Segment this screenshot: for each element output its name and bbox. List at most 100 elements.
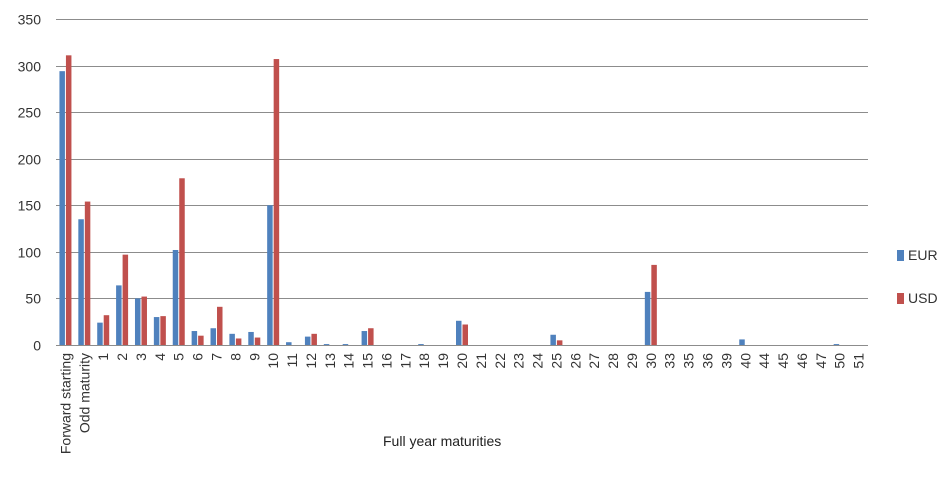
x-tick-label: 25 xyxy=(548,353,564,369)
bar-usd xyxy=(122,254,129,345)
x-tick-label: 23 xyxy=(511,353,527,369)
y-tick-label: 0 xyxy=(33,338,41,354)
bar-eur xyxy=(323,344,330,345)
x-tick-label: 21 xyxy=(473,353,489,369)
x-tick-label: 2 xyxy=(114,353,130,361)
y-tick-label: 300 xyxy=(18,59,42,75)
bars xyxy=(59,55,840,346)
bar-eur xyxy=(833,344,840,345)
bar-eur xyxy=(304,336,311,345)
bar-eur xyxy=(97,322,103,345)
y-tick-label: 200 xyxy=(18,152,42,168)
bar-eur xyxy=(418,344,424,345)
x-tick-label: 7 xyxy=(209,353,225,361)
bar-eur xyxy=(267,205,273,345)
y-tick-label: 100 xyxy=(18,245,42,261)
legend-item-eur: EUR xyxy=(897,246,944,264)
x-tick-label: 27 xyxy=(586,353,602,369)
x-tick-label: 17 xyxy=(397,353,413,369)
x-tick-label: Forward starting xyxy=(57,353,73,454)
x-tick-label: 22 xyxy=(492,353,508,369)
bar-eur xyxy=(739,339,745,345)
x-tick-label: Odd maturity xyxy=(76,353,92,433)
bar-usd xyxy=(217,306,223,345)
bar-eur xyxy=(342,344,349,345)
x-tick-label: 3 xyxy=(133,353,149,361)
bar-usd xyxy=(556,340,563,345)
bar-eur xyxy=(361,331,368,345)
x-tick-label: 10 xyxy=(265,353,281,369)
legend-swatch-usd xyxy=(897,292,904,304)
x-tick-label: 5 xyxy=(171,353,187,361)
x-tick-label: 30 xyxy=(643,353,659,369)
bar-eur xyxy=(550,334,556,345)
x-tick-label: 16 xyxy=(378,353,394,369)
x-tick-label: 28 xyxy=(605,353,621,369)
x-tick-label: 39 xyxy=(718,353,734,369)
y-tick-label: 350 xyxy=(18,12,42,28)
legend-label-eur: EUR xyxy=(908,247,938,263)
x-tick-label: 46 xyxy=(794,353,810,369)
x-tick-label: 24 xyxy=(530,353,546,369)
bar-usd xyxy=(273,59,280,346)
x-tick-label: 26 xyxy=(567,353,583,369)
x-tick-label: 50 xyxy=(832,353,848,369)
legend-item-usd: USD xyxy=(897,289,944,307)
y-axis-ticks: 0 50 100 150 200 250 300 350 xyxy=(18,12,42,354)
bar-eur xyxy=(172,249,179,345)
x-tick-label: 9 xyxy=(246,353,262,361)
x-tick-label: 1 xyxy=(95,353,111,361)
bar-eur xyxy=(78,219,84,345)
x-tick-label: 29 xyxy=(624,353,640,369)
y-tick-label: 150 xyxy=(18,198,42,214)
bar-eur xyxy=(191,331,198,345)
bar-usd xyxy=(462,324,468,345)
bar-usd xyxy=(160,316,166,345)
x-tick-label: 12 xyxy=(303,353,319,369)
x-tick-label: 45 xyxy=(775,353,791,369)
x-tick-label: 51 xyxy=(851,353,867,369)
x-tick-label: 33 xyxy=(662,353,678,369)
x-tick-label: 14 xyxy=(341,353,357,369)
x-tick-label: 15 xyxy=(360,353,376,369)
x-tick-label: 18 xyxy=(416,353,432,369)
x-tick-label: 6 xyxy=(190,353,206,361)
bar-usd xyxy=(198,335,204,345)
bar-usd xyxy=(179,178,185,345)
bar-usd xyxy=(651,264,657,345)
bar-eur xyxy=(229,333,235,345)
y-tick-label: 50 xyxy=(25,291,41,307)
y-tick-label: 250 xyxy=(18,105,42,121)
bar-usd xyxy=(141,296,147,345)
x-tick-label: 4 xyxy=(152,353,168,361)
bar-usd xyxy=(311,333,317,345)
legend-label-usd: USD xyxy=(908,290,938,306)
bar-eur xyxy=(210,328,217,345)
x-axis-title: Full year maturities xyxy=(383,433,502,449)
x-tick-label: 20 xyxy=(454,353,470,369)
x-tick-label: 19 xyxy=(435,353,451,369)
x-tick-label: 8 xyxy=(227,353,243,361)
bar-eur xyxy=(456,320,462,345)
x-tick-label: 47 xyxy=(813,353,829,369)
x-tick-label: 11 xyxy=(284,353,300,368)
legend: EUR USD xyxy=(897,246,944,332)
bar-usd xyxy=(254,337,261,345)
x-tick-label: 40 xyxy=(737,353,753,369)
bar-usd xyxy=(84,201,91,345)
bar-eur xyxy=(116,285,122,345)
bar-eur xyxy=(286,342,292,345)
x-tick-label: 44 xyxy=(756,353,772,369)
bar-eur xyxy=(59,71,65,345)
bar-eur xyxy=(644,291,651,345)
legend-swatch-eur xyxy=(897,249,904,261)
bar-usd xyxy=(103,315,110,345)
bar-eur xyxy=(153,317,160,345)
bar-usd xyxy=(65,55,72,345)
x-tick-label: 13 xyxy=(322,353,338,369)
bar-usd xyxy=(235,338,242,345)
gridlines xyxy=(56,19,868,299)
bar-eur xyxy=(248,331,254,345)
x-tick-label: 36 xyxy=(699,353,715,369)
